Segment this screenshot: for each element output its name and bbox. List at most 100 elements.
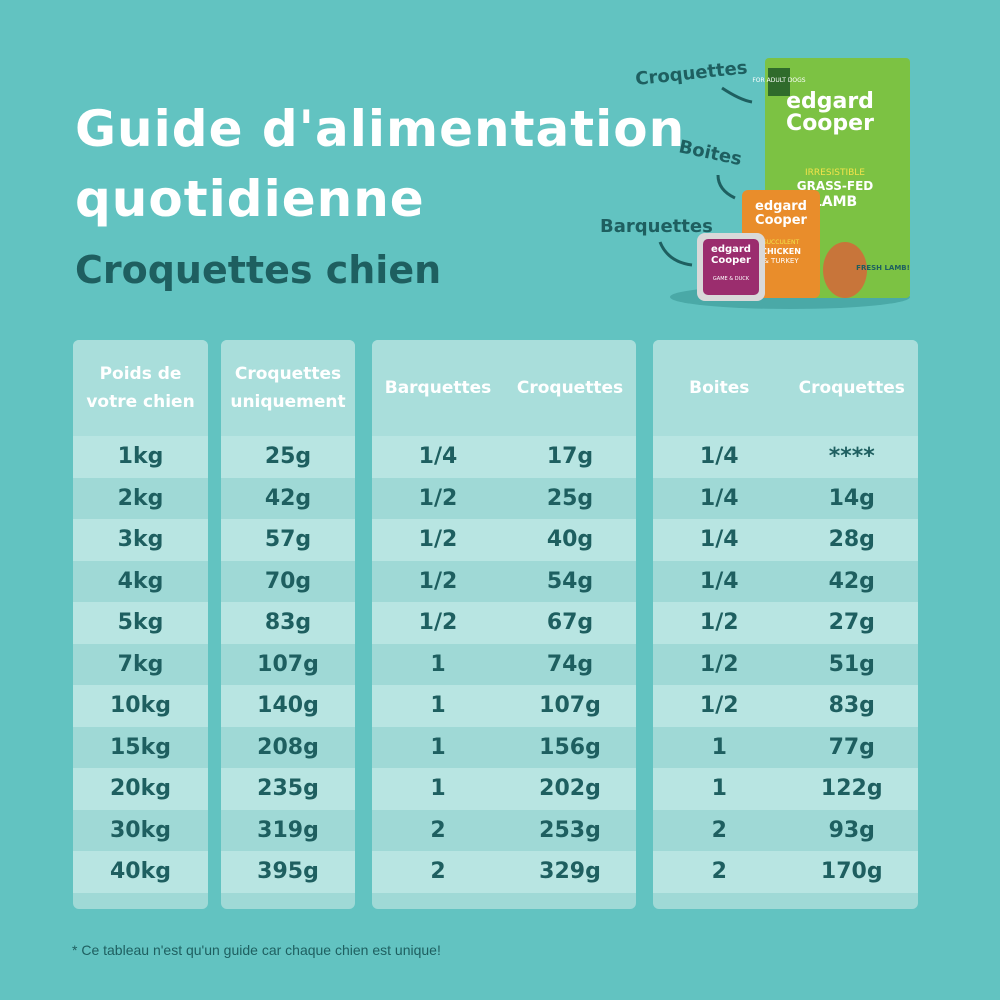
- table-header: Boites Croquettes: [653, 340, 918, 436]
- header-cell: Boites: [689, 378, 750, 398]
- table-cell: 1: [430, 693, 446, 719]
- table-row: 1 202g: [372, 768, 636, 810]
- table-row: 1/2 83g: [653, 685, 918, 727]
- table-cell: 1/2: [418, 610, 458, 636]
- table-cell: 25g: [264, 444, 312, 470]
- table-row: 1 74g: [372, 644, 636, 686]
- table-cell: 208g: [257, 734, 319, 760]
- brand: Cooper: [711, 255, 751, 266]
- table-cell: 1: [430, 776, 446, 802]
- table-cell: 170g: [820, 859, 883, 885]
- title: quotidienne: [75, 170, 425, 228]
- table-row: 1/2 51g: [653, 644, 918, 686]
- product-illustration: Croquettes Boites Barquettes FOR ADULT D…: [600, 57, 910, 309]
- table-row: 57g: [221, 519, 355, 561]
- table-cell: 202g: [539, 776, 601, 802]
- brand: edgard: [755, 199, 807, 214]
- table-row: 70g: [221, 561, 355, 603]
- badge: FRESH LAMB!: [856, 264, 910, 272]
- table-cell: 2: [711, 817, 727, 843]
- arrow: [658, 241, 693, 267]
- table-cell: 395g: [257, 859, 319, 885]
- product-label: Boites: [677, 136, 744, 170]
- table-cell: 2: [430, 817, 446, 843]
- table-row: 1 77g: [653, 727, 918, 769]
- product-label: Barquettes: [600, 216, 713, 237]
- bag-text: LAMB: [813, 194, 857, 210]
- table-row: 1/4 42g: [653, 561, 918, 603]
- table-row: 1/2 25g: [372, 478, 636, 520]
- table-cell: 2: [711, 859, 727, 885]
- table-cell: 122g: [820, 776, 883, 802]
- table-row: 4kg: [73, 561, 208, 603]
- arrow: [716, 174, 736, 200]
- subtitle: Croquettes chien: [75, 248, 442, 292]
- table-cell: 235g: [257, 776, 319, 802]
- table-cell: 20kg: [110, 776, 171, 802]
- table-row: 42g: [221, 478, 355, 520]
- table-row: 1/4 ****: [653, 436, 918, 478]
- table-cell: 1: [711, 776, 727, 802]
- table-row: 15kg: [73, 727, 208, 769]
- table-cell: 14g: [828, 485, 875, 511]
- table-row: 1/4 17g: [372, 436, 636, 478]
- table-row: 25g: [221, 436, 355, 478]
- table-cell: 253g: [539, 817, 601, 843]
- table-cell: 1/4: [418, 444, 458, 470]
- table-row: 395g: [221, 851, 355, 893]
- table-cell: 107g: [257, 651, 319, 677]
- brand: Cooper: [786, 111, 874, 136]
- dog: [823, 242, 867, 298]
- table-row: 10kg: [73, 685, 208, 727]
- table-row: 2kg: [73, 478, 208, 520]
- table-cell: 10kg: [110, 693, 171, 719]
- table-row: 1/2 54g: [372, 561, 636, 603]
- table-cell: 1kg: [117, 444, 164, 470]
- table-cell: 83g: [264, 610, 312, 636]
- table-row: 83g: [221, 602, 355, 644]
- table-cell: 77g: [828, 734, 875, 760]
- table-cell: 1/2: [699, 651, 739, 677]
- header-cell: Croquettes: [516, 378, 624, 398]
- table-row: 1/2 27g: [653, 602, 918, 644]
- table-row: 140g: [221, 685, 355, 727]
- table-cell: 15kg: [110, 734, 171, 760]
- bag-tag-text: FOR ADULT DOGS: [752, 77, 805, 84]
- table-row: 5kg: [73, 602, 208, 644]
- table-cell: 2: [430, 859, 446, 885]
- brand: edgard: [786, 89, 874, 114]
- table-cell: 156g: [539, 734, 601, 760]
- table-row: 2 329g: [372, 851, 636, 893]
- table-cell: 1/4: [699, 568, 739, 594]
- table-row: 1 122g: [653, 768, 918, 810]
- table-row: 7kg: [73, 644, 208, 686]
- table-cell: 74g: [546, 651, 594, 677]
- table-cell: 1/4: [699, 444, 739, 470]
- brand: edgard: [711, 244, 751, 255]
- table-cell: 27g: [828, 610, 875, 636]
- can-text: & TURKEY: [763, 257, 799, 265]
- table-row: 40kg: [73, 851, 208, 893]
- title: Guide d'alimentation: [75, 100, 686, 158]
- brand: Cooper: [755, 213, 808, 228]
- table-cell: 30kg: [110, 817, 171, 843]
- table-row: 1/4 28g: [653, 519, 918, 561]
- table-card: Croquettes uniquement 25g 42g 57g 70g 83g 107g…: [221, 340, 355, 909]
- product-label: Croquettes: [634, 57, 748, 90]
- can-text: SUCCULENT: [763, 239, 800, 246]
- table-cell: 7kg: [117, 651, 164, 677]
- table-row: 319g: [221, 810, 355, 852]
- table-cell: 83g: [828, 693, 875, 719]
- table-cell: 1: [430, 651, 446, 677]
- table-header: Barquettes Croquettes: [372, 340, 636, 436]
- table-cell: 140g: [257, 693, 319, 719]
- table-cell: 3kg: [117, 527, 164, 553]
- table-cell: 1/2: [418, 568, 458, 594]
- header-cell: Barquettes: [384, 378, 492, 398]
- table-cell: 42g: [828, 568, 875, 594]
- table-row: 1kg: [73, 436, 208, 478]
- table-cell: 319g: [257, 817, 319, 843]
- table-cell: 57g: [264, 527, 312, 553]
- bag-text: GRASS-FED: [797, 179, 873, 193]
